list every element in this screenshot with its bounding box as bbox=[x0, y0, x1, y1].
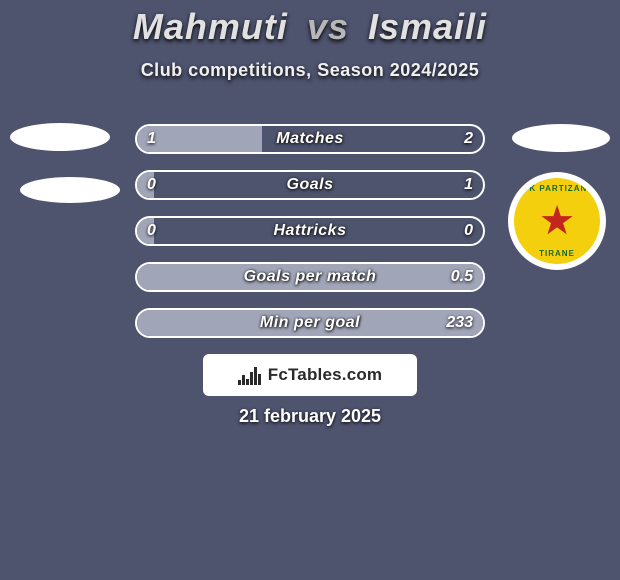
brand-chart-icon bbox=[238, 365, 262, 385]
brand-box: FcTables.com bbox=[203, 354, 417, 396]
crest-star-icon: ★ bbox=[539, 201, 575, 241]
stat-bar-right-value: 2 bbox=[464, 124, 473, 154]
stat-bar-label: Goals per match bbox=[135, 262, 485, 292]
left-logo-2 bbox=[20, 177, 120, 203]
left-logo-1 bbox=[10, 123, 110, 151]
stat-bar-label: Hattricks bbox=[135, 216, 485, 246]
stat-bar-right-value: 0.5 bbox=[451, 262, 473, 292]
stat-bar-left-value: 0 bbox=[147, 216, 156, 246]
stat-bar-label: Matches bbox=[135, 124, 485, 154]
footer-date: 21 february 2025 bbox=[0, 406, 620, 427]
stat-bar-right-value: 233 bbox=[446, 308, 473, 338]
player1-name: Mahmuti bbox=[133, 6, 288, 47]
stat-bar-right-value: 0 bbox=[464, 216, 473, 246]
stat-bar-label: Min per goal bbox=[135, 308, 485, 338]
player2-name: Ismaili bbox=[368, 6, 487, 47]
stat-bar-left-value: 1 bbox=[147, 124, 156, 154]
stat-bar-right-value: 1 bbox=[464, 170, 473, 200]
crest-top-text: FK PARTIZANI bbox=[514, 184, 600, 193]
page-title: Mahmuti vs Ismaili bbox=[0, 6, 620, 48]
comparison-card: Mahmuti vs Ismaili Club competitions, Se… bbox=[0, 0, 620, 580]
stat-bar-row: Hattricks0 0 bbox=[135, 216, 485, 246]
stat-bar-row: Goals per match0.5 bbox=[135, 262, 485, 292]
crest-bottom-text: TIRANE bbox=[514, 249, 600, 258]
stat-bars: Matches12Goals01Hattricks00Goals per mat… bbox=[135, 124, 485, 354]
right-logo-1 bbox=[512, 124, 610, 152]
right-club-crest: FK PARTIZANI ★ TIRANE bbox=[514, 178, 600, 264]
stat-bar-row: Matches1 2 bbox=[135, 124, 485, 154]
stat-bar-row: Goals0 1 bbox=[135, 170, 485, 200]
brand-text: FcTables.com bbox=[268, 365, 383, 385]
title-vs: vs bbox=[307, 6, 349, 47]
stat-bar-label: Goals bbox=[135, 170, 485, 200]
stat-bar-left-value: 0 bbox=[147, 170, 156, 200]
subtitle: Club competitions, Season 2024/2025 bbox=[0, 60, 620, 81]
stat-bar-row: Min per goal233 bbox=[135, 308, 485, 338]
